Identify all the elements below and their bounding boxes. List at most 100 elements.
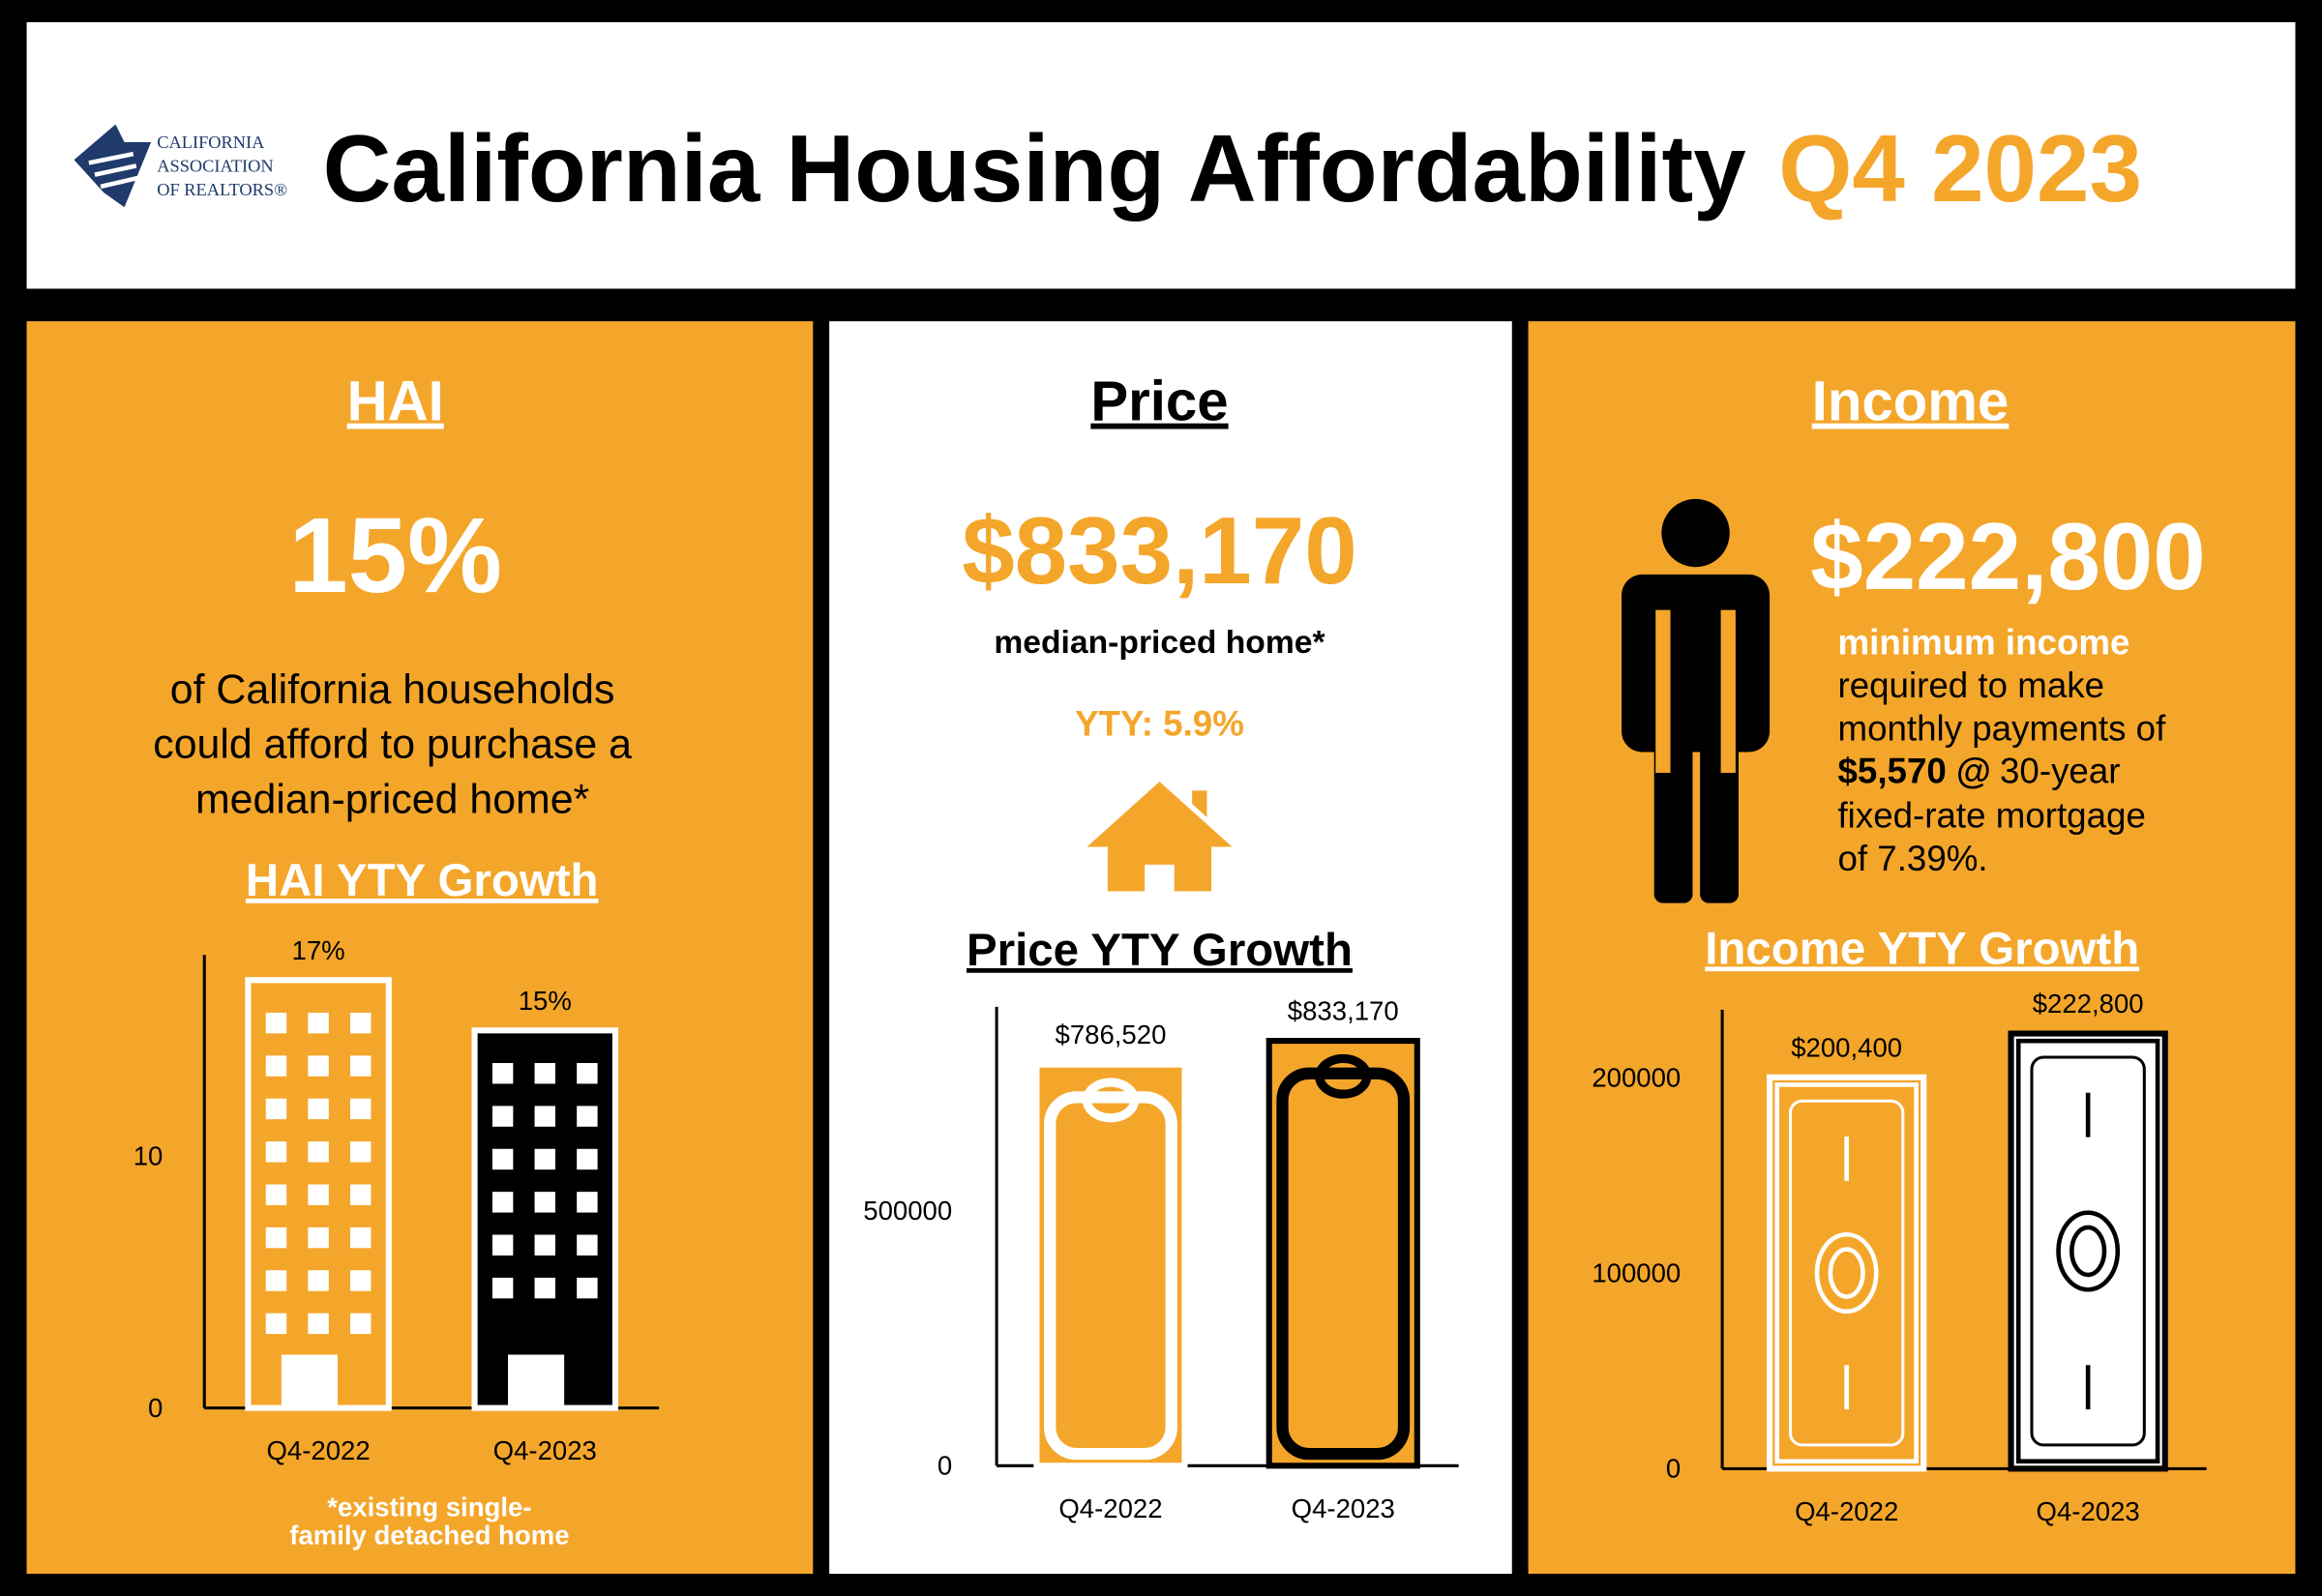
window xyxy=(349,1313,372,1335)
title: California Housing Affordability xyxy=(323,115,1746,222)
hai-description: of California households xyxy=(170,666,615,713)
window xyxy=(265,1270,287,1291)
price-caption: median-priced home* xyxy=(994,625,1325,661)
window xyxy=(265,1184,287,1205)
hai-description: median-priced home* xyxy=(195,776,589,822)
term: 30-year xyxy=(2000,752,2120,791)
x-tick-label: Q4-2022 xyxy=(1795,1496,1898,1526)
bill-seal xyxy=(2069,1225,2107,1278)
hai-description: could afford to purchase a xyxy=(153,722,632,768)
y-tick-label: 200000 xyxy=(1592,1063,1681,1093)
window xyxy=(308,1012,329,1034)
income-heading: Income xyxy=(1812,370,2009,433)
value-label: $200,400 xyxy=(1791,1032,1902,1062)
y-tick-label: 100000 xyxy=(1592,1258,1681,1288)
window xyxy=(349,1098,372,1120)
logo-lines xyxy=(88,151,140,190)
income-description: $5,570 @ 30-year xyxy=(1837,752,2120,791)
page-title: California Housing Affordability Q4 2023 xyxy=(323,115,2142,222)
chart-title: HAI YTY Growth xyxy=(246,855,599,906)
x-tick-label: Q4-2023 xyxy=(493,1435,597,1465)
window xyxy=(534,1148,555,1170)
y-tick-label: 10 xyxy=(134,1141,164,1171)
hai-heading: HAI xyxy=(347,370,444,433)
window xyxy=(349,1055,372,1077)
footnote: family detached home xyxy=(289,1520,569,1550)
window xyxy=(577,1192,598,1213)
hai-big-number: 15% xyxy=(288,496,502,615)
window xyxy=(534,1277,555,1299)
period: Q4 2023 xyxy=(1778,115,2142,222)
logo-mark xyxy=(74,124,152,208)
bar xyxy=(471,1027,619,1411)
bill-seal xyxy=(1814,1231,1879,1315)
window xyxy=(491,1148,514,1170)
payment: $5,570 @ xyxy=(1837,752,1990,791)
value-label: 15% xyxy=(519,986,572,1016)
income-big-number: $222,800 xyxy=(1810,503,2206,609)
window xyxy=(491,1062,514,1084)
y-tick-label: 500000 xyxy=(863,1196,952,1226)
window xyxy=(534,1062,555,1084)
window xyxy=(349,1270,372,1291)
bill-inner xyxy=(2030,1055,2146,1447)
bar xyxy=(1033,1061,1188,1469)
price-big-number: $833,170 xyxy=(962,497,1357,604)
window xyxy=(349,1227,372,1249)
person-arm-gap xyxy=(1720,609,1736,773)
house-icon xyxy=(1087,782,1233,892)
door xyxy=(281,1354,338,1408)
window xyxy=(491,1234,514,1256)
price-heading: Price xyxy=(1090,370,1228,433)
y-tick-label: 0 xyxy=(1666,1454,1681,1484)
tag-outline xyxy=(1044,1091,1177,1461)
bill-seal xyxy=(2056,1210,2121,1292)
window xyxy=(577,1062,598,1084)
window xyxy=(265,1098,287,1120)
x-tick-label: Q4-2023 xyxy=(1292,1493,1395,1523)
door xyxy=(508,1354,565,1408)
logo-text: OF REALTORS® xyxy=(157,180,287,199)
tag-hole xyxy=(1082,1078,1140,1123)
y-tick-label: 0 xyxy=(148,1393,163,1423)
window xyxy=(577,1277,598,1299)
window xyxy=(534,1106,555,1127)
window xyxy=(308,1141,329,1163)
value-label: 17% xyxy=(292,935,345,965)
window xyxy=(577,1148,598,1170)
window xyxy=(308,1227,329,1249)
window xyxy=(349,1184,372,1205)
bar xyxy=(1767,1074,1927,1472)
bill-border xyxy=(2015,1038,2160,1464)
bill-inner xyxy=(1788,1099,1905,1447)
window xyxy=(265,1055,287,1077)
hai-panel xyxy=(26,321,814,1575)
window xyxy=(308,1098,329,1120)
logo-text: ASSOCIATION xyxy=(157,157,273,176)
person-arm-gap xyxy=(1655,609,1671,773)
x-tick-label: Q4-2023 xyxy=(2037,1496,2140,1526)
window xyxy=(265,1227,287,1249)
bill-seal xyxy=(1828,1247,1865,1299)
window xyxy=(491,1277,514,1299)
window xyxy=(491,1106,514,1127)
x-tick-label: Q4-2022 xyxy=(266,1435,370,1465)
window xyxy=(265,1141,287,1163)
tag-hole xyxy=(1315,1053,1372,1099)
income-description: required to make xyxy=(1837,665,2104,705)
logo: CALIFORNIA ASSOCIATION OF REALTORS® xyxy=(74,124,287,208)
window xyxy=(308,1055,329,1077)
window xyxy=(577,1106,598,1127)
value-label: $222,800 xyxy=(2033,989,2144,1019)
footnote: *existing single- xyxy=(327,1492,531,1522)
income-description: of 7.39%. xyxy=(1837,839,1987,878)
chart-title: Price YTY Growth xyxy=(967,925,1353,976)
window xyxy=(577,1234,598,1256)
window xyxy=(265,1012,287,1034)
window xyxy=(534,1192,555,1213)
value-label: $833,170 xyxy=(1288,996,1399,1026)
income-description: monthly payments of xyxy=(1837,708,2166,748)
window xyxy=(349,1141,372,1163)
